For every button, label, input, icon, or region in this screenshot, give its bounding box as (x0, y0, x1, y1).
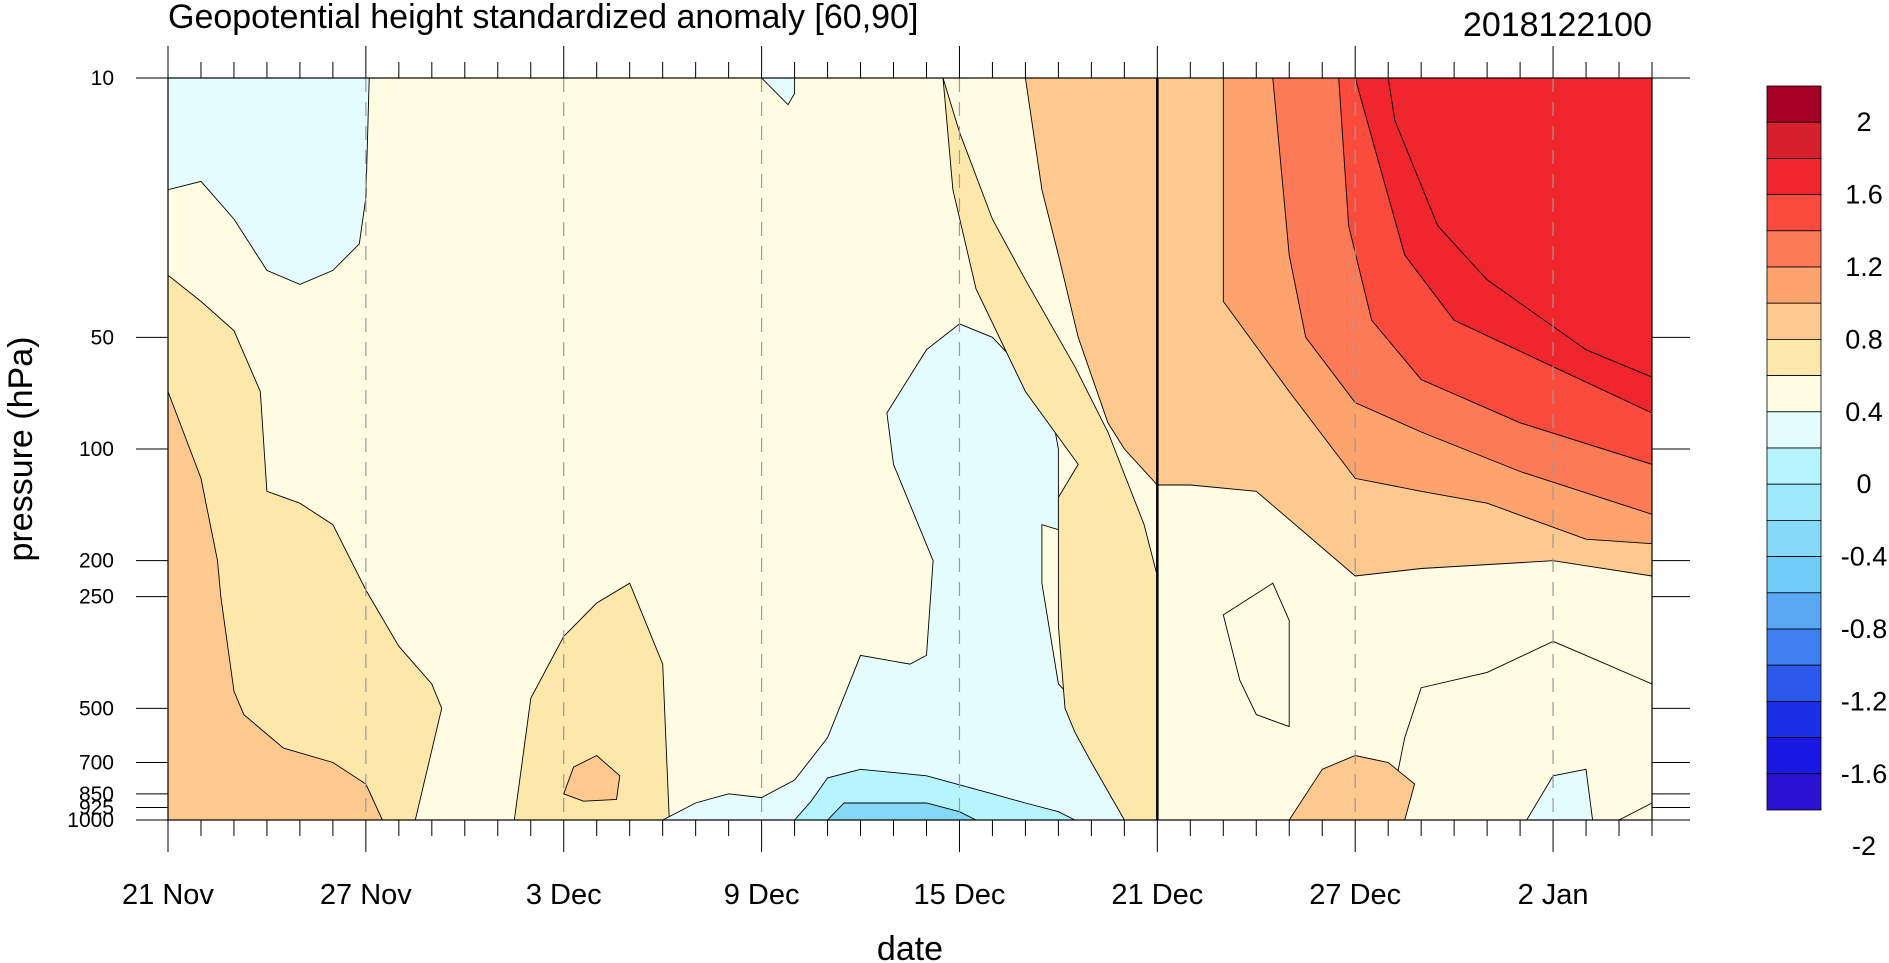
colorbar-box-7 (1766, 338, 1822, 376)
contour-region-3 (168, 274, 443, 820)
x-tick-label-0: 21 Nov (122, 879, 214, 911)
colorbar-label-6: -0.4 (1841, 542, 1888, 572)
colorbar-box-12 (1766, 520, 1822, 558)
colorbar-label-2: 1.2 (1845, 252, 1883, 282)
y-tick-label-925: 925 (79, 796, 114, 819)
colorbar-box-4 (1766, 230, 1822, 268)
y-tick-label-10: 10 (91, 67, 114, 90)
colorbar-box-19 (1766, 773, 1822, 811)
colorbar-box-0 (1766, 85, 1822, 123)
colorbar-label-5: 0 (1856, 469, 1871, 499)
y-axis-label: pressure (hPa) (2, 337, 40, 562)
x-tick-label-2: 3 Dec (526, 879, 602, 911)
y-tick-label-200: 200 (79, 550, 114, 573)
colorbar-box-1 (1766, 121, 1822, 159)
y-tick-label-1000: 1000 (67, 809, 114, 832)
x-axis: 21 Nov 27 Nov 3 Dec 9 Dec 15 Dec 21 Dec 27 Dec… (122, 46, 1653, 911)
x-tick-label-1: 27 Nov (320, 879, 412, 911)
colorbar-box-13 (1766, 556, 1822, 594)
contour-region-6 (563, 754, 621, 802)
x-tick-label-3: 9 Dec (724, 879, 800, 911)
x-tick-label-4: 15 Dec (914, 879, 1006, 911)
contour-region-9 (826, 802, 977, 820)
colorbar: 2 1.6 1.2 0.8 0.4 0 -0.4 -0.8 -1.2 -1.6 -2 (1766, 85, 1888, 861)
colorbar-label-1: 1.6 (1845, 180, 1883, 210)
contour-region-4 (168, 391, 383, 820)
colorbar-box-14 (1766, 592, 1822, 630)
contour-fills (168, 78, 1652, 820)
colorbar-box-5 (1766, 266, 1822, 304)
y-tick-label-250: 250 (79, 586, 114, 609)
colorbar-label-3: 0.8 (1845, 324, 1883, 354)
x-axis-label: date (877, 930, 943, 963)
colorbar-box-11 (1766, 483, 1822, 521)
chart-title: Geopotential height standardized anomaly… (168, 0, 918, 36)
colorbar-box-3 (1766, 194, 1822, 232)
colorbar-label-4: 0.4 (1845, 397, 1883, 427)
colorbar-box-8 (1766, 375, 1822, 413)
contour-region-5 (513, 582, 670, 820)
colorbar-label-7: -0.8 (1841, 614, 1888, 644)
x-tick-label-6: 27 Dec (1309, 879, 1401, 911)
y-tick-label-700: 700 (79, 752, 114, 775)
y-tick-label-850: 850 (79, 783, 114, 806)
colorbar-label-0: 2 (1856, 107, 1871, 137)
colorbar-box-9 (1766, 411, 1822, 449)
colorbar-box-18 (1766, 737, 1822, 775)
contour-region-10 (942, 78, 1158, 820)
y-tick-label-100: 100 (79, 438, 114, 461)
contour-region-21 (1288, 755, 1416, 820)
y-tick-label-50: 50 (91, 326, 114, 349)
colorbar-box-15 (1766, 628, 1822, 666)
colorbar-label-9: -1.6 (1841, 759, 1888, 789)
x-tick-label-5: 21 Dec (1111, 879, 1203, 911)
contour-region-18 (1222, 582, 1290, 728)
y-tick-label-500: 500 (79, 697, 114, 720)
date-label: 2018122100 (1463, 6, 1652, 44)
colorbar-box-10 (1766, 447, 1822, 485)
colorbar-box-17 (1766, 701, 1822, 739)
colorbar-box-6 (1766, 302, 1822, 340)
date-gridlines (365, 78, 1554, 820)
contour-region-1 (168, 78, 370, 285)
colorbar-box-16 (1766, 664, 1822, 702)
colorbar-label-8: -1.2 (1841, 686, 1888, 716)
colorbar-label-10: -2 (1852, 831, 1876, 861)
contour-region-20 (1526, 768, 1594, 820)
x-tick-label-7: 2 Jan (1518, 879, 1589, 911)
contour-region-2 (760, 78, 796, 106)
contour-region-17 (1387, 78, 1652, 378)
colorbar-box-2 (1766, 157, 1822, 195)
